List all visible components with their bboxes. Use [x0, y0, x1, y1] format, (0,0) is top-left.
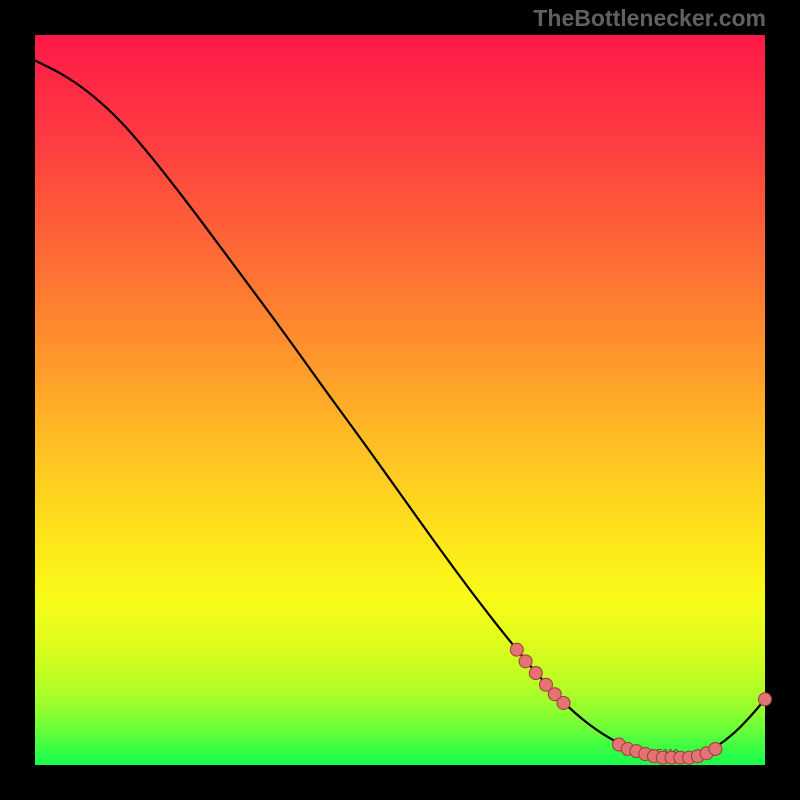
- data-marker: [557, 696, 570, 709]
- data-marker: [519, 655, 532, 668]
- plot-background: [35, 35, 765, 765]
- data-marker: [529, 667, 542, 680]
- data-marker: [759, 693, 772, 706]
- data-marker: [510, 643, 523, 656]
- bottleneck-chart: WINE-SE010: [0, 0, 800, 800]
- attribution-text: TheBottlenecker.com: [533, 5, 766, 32]
- data-marker: [709, 742, 722, 755]
